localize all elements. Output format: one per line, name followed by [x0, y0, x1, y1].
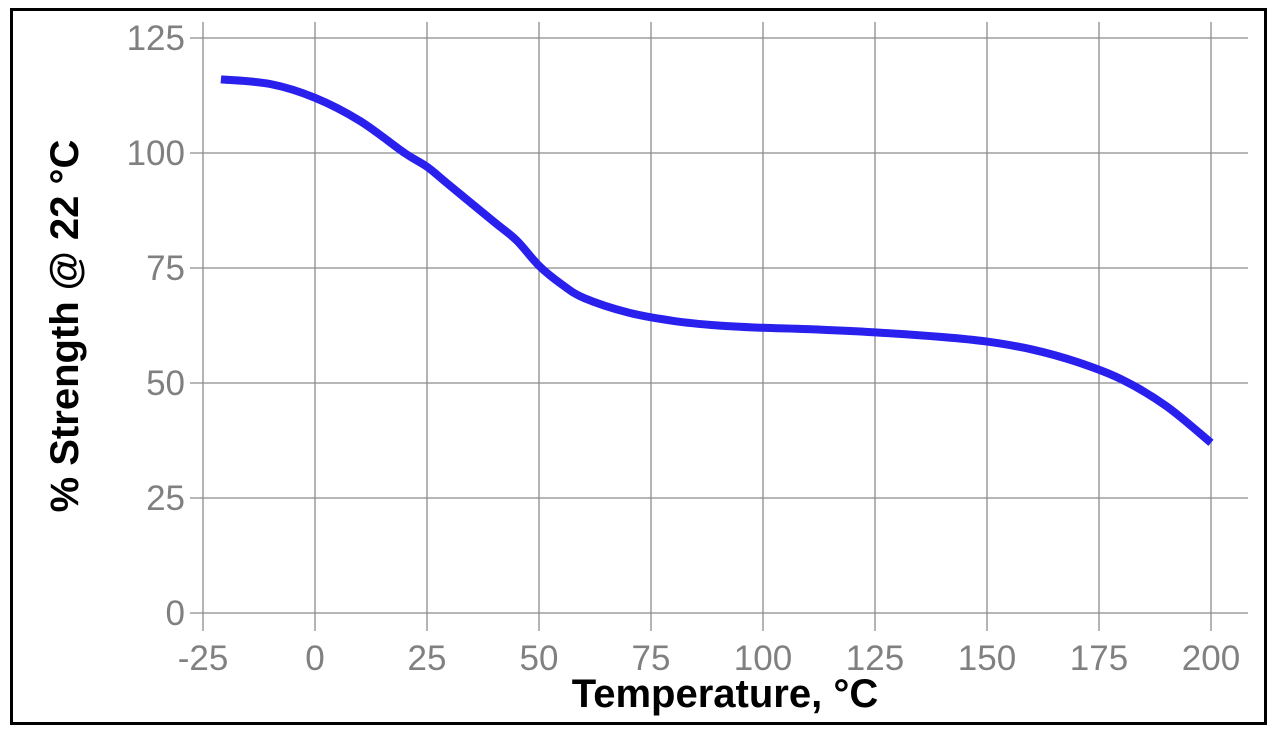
x-tick-label: 150 — [958, 639, 1016, 678]
x-tick-label: 125 — [846, 639, 904, 678]
x-tick-label: -25 — [178, 639, 229, 678]
series-layer — [220, 75, 1214, 446]
tick-labels: -25 0 25 50 75 100 125 150 175 200 0 25 50 75 100 125 — [127, 19, 1241, 678]
y-axis-title: % Strength @ 22 °C — [43, 140, 87, 513]
x-tick-label: 75 — [632, 639, 671, 678]
y-tick-label: 25 — [146, 479, 185, 518]
chart-frame — [10, 8, 1267, 725]
x-tick-label: 200 — [1182, 639, 1240, 678]
y-tick-label: 0 — [166, 594, 185, 633]
x-tick-label: 175 — [1070, 639, 1128, 678]
x-tick-label: 25 — [408, 639, 447, 678]
gridlines — [190, 22, 1248, 631]
x-axis-title: Temperature, °C — [572, 672, 878, 716]
x-tick-label: 50 — [520, 639, 559, 678]
series-line-0 — [220, 75, 1214, 446]
y-tick-label: 125 — [127, 19, 185, 58]
x-tick-label: 0 — [305, 639, 324, 678]
y-tick-label: 100 — [127, 134, 185, 173]
x-tick-label: 100 — [734, 639, 792, 678]
y-tick-label: 50 — [146, 364, 185, 403]
y-tick-label: 75 — [146, 249, 185, 288]
